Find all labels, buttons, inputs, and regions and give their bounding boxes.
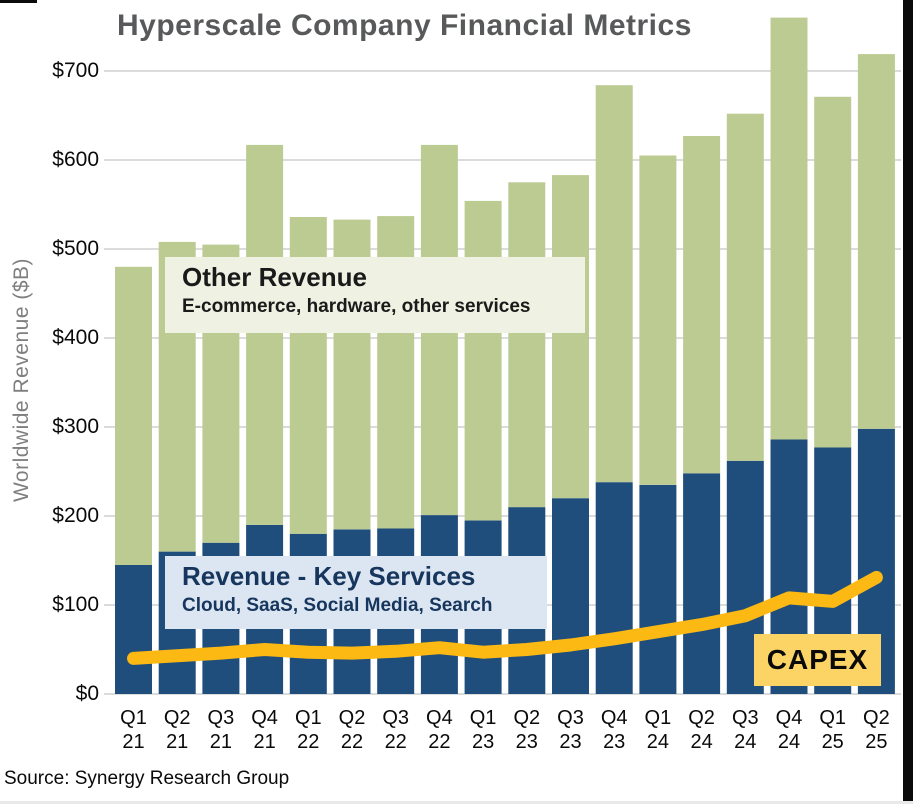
top-left-border-mark <box>0 0 37 3</box>
other-revenue-subtitle: E-commerce, hardware, other services <box>182 296 531 317</box>
bar-other-revenue-Q3-24 <box>726 113 764 461</box>
key-services-callout: Revenue - Key Services Cloud, SaaS, Soci… <box>165 556 547 629</box>
bar-other-revenue-Q1-25 <box>814 96 852 448</box>
bar-other-revenue-Q1-23 <box>464 200 502 521</box>
capex-label: CAPEX <box>766 644 869 675</box>
bar-other-revenue-Q3-23 <box>552 175 589 499</box>
capex-label-box: CAPEX <box>754 634 881 686</box>
bar-other-revenue-Q1-24 <box>639 155 677 485</box>
bottom-border <box>0 801 913 804</box>
bar-other-revenue-Q1-21 <box>115 266 152 565</box>
bar-other-revenue-Q4-24 <box>770 17 808 440</box>
bar-other-revenue-Q4-21 <box>246 144 284 525</box>
key-services-title: Revenue - Key Services <box>182 561 476 591</box>
bar-other-revenue-Q2-25 <box>857 54 895 429</box>
other-revenue-callout: Other Revenue E-commerce, hardware, othe… <box>165 257 585 333</box>
other-revenue-title: Other Revenue <box>182 262 367 292</box>
bar-other-revenue-Q2-23 <box>508 182 546 508</box>
bar-other-revenue-Q2-24 <box>683 136 721 474</box>
key-services-subtitle: Cloud, SaaS, Social Media, Search <box>182 595 493 616</box>
bar-other-revenue-Q4-23 <box>595 85 633 483</box>
right-border <box>903 0 913 804</box>
